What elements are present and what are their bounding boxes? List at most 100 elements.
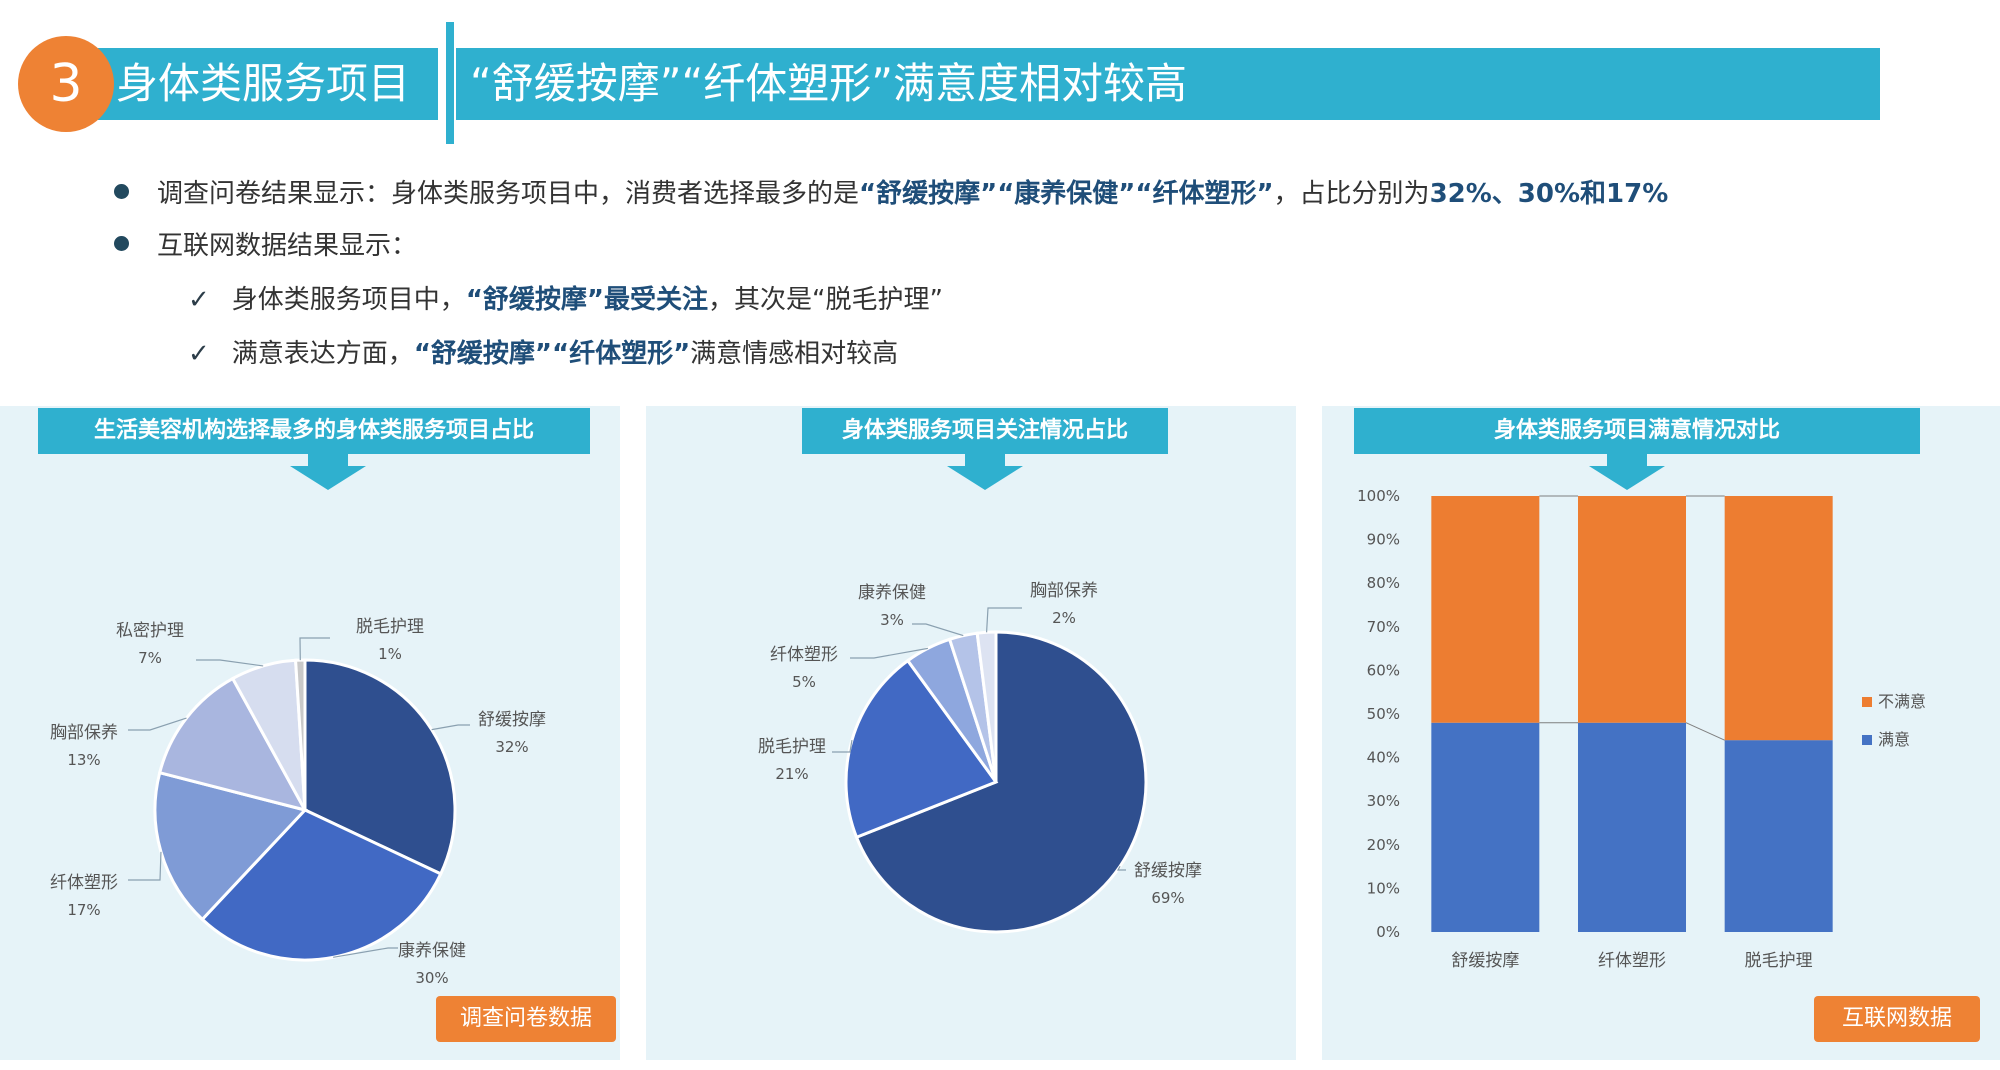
leader-line: [128, 717, 187, 731]
bar-segment-unsatisfied: [1578, 496, 1686, 723]
plain-text: ，占比分别为: [1273, 179, 1430, 209]
pie-chart-attention: 舒缓按摩 69% 脱毛护理 21% 纤体塑形 5% 康养保健 3% 胸部保养 2%: [758, 581, 1202, 934]
panel-middle-arrow-stem: [965, 454, 1005, 468]
down-arrow-icon: [290, 466, 366, 490]
x-tick-label: 脱毛护理: [1745, 951, 1813, 971]
leader-line: [431, 724, 470, 731]
header-divider: [446, 22, 454, 144]
pie-slice: [293, 658, 307, 811]
bullet-dot: [114, 184, 129, 199]
slice-label: 纤体塑形: [50, 873, 118, 893]
series-line: [1685, 722, 1725, 741]
slice-value-label: 2%: [1052, 609, 1076, 627]
leader-line: [985, 607, 1022, 633]
slice-label: 私密护理: [116, 621, 184, 641]
header-bar: [98, 48, 1880, 120]
y-tick-label: 40%: [1367, 749, 1400, 767]
pie-slice: [975, 630, 998, 783]
legend-label: 满意: [1878, 730, 1911, 749]
subbullet-attention: ✓ 身体类服务项目中，“舒缓按摩”最受关注，其次是“脱毛护理”: [188, 280, 943, 320]
checkmark-icon: ✓: [188, 285, 210, 315]
legend-swatch: [1862, 697, 1872, 707]
bullet-text: 调查问卷结果显示：身体类服务项目中，消费者选择最多的是“舒缓按摩”“康养保健”“…: [157, 179, 1668, 209]
pie-slice: [303, 658, 457, 876]
slice-value-label: 7%: [138, 649, 162, 667]
bullet-survey: 调查问卷结果显示：身体类服务项目中，消费者选择最多的是“舒缓按摩”“康养保健”“…: [114, 174, 1668, 214]
slice-label: 舒缓按摩: [478, 710, 546, 730]
bar-segment-satisfied: [1578, 722, 1686, 932]
bar-segment-unsatisfied: [1724, 496, 1833, 741]
plain-text: 满意情感相对较高: [690, 339, 899, 369]
panel-right-arrow-stem: [1607, 454, 1647, 468]
legend-swatch: [1862, 735, 1872, 745]
panel-left-arrow-stem: [308, 454, 348, 468]
slice-label: 胸部保养: [1030, 581, 1098, 601]
slice-label: 康养保健: [398, 941, 466, 961]
leader-line: [832, 740, 853, 753]
slice-value-label: 69%: [1151, 889, 1184, 907]
bullet-text: 互联网数据结果显示：: [157, 231, 417, 261]
emphasis-text: 32%、30%和17%: [1429, 179, 1669, 209]
legend-item-satisfied: 满意: [1862, 726, 1910, 750]
subbullet-text: 满意表达方面，“舒缓按摩”“纤体塑形”满意情感相对较高: [232, 339, 898, 369]
section-number-badge: 3: [18, 36, 114, 132]
leader-line: [912, 623, 964, 637]
pie-slice: [200, 808, 443, 962]
y-tick-label: 10%: [1367, 879, 1400, 897]
y-tick-label: 20%: [1367, 836, 1400, 854]
slice-label: 康养保健: [858, 583, 926, 603]
subbullet-text: 身体类服务项目中，“舒缓按摩”最受关注，其次是“脱毛护理”: [232, 285, 943, 315]
plain-text: ，其次是“脱毛护理”: [708, 285, 943, 315]
source-badge-survey: 调查问卷数据: [436, 996, 616, 1042]
emphasis-text: “舒缓按摩”“康养保健”“纤体塑形”: [859, 179, 1274, 209]
leader-line: [1116, 866, 1126, 871]
leader-line: [333, 947, 398, 958]
y-tick-label: 30%: [1367, 792, 1400, 810]
y-tick-label: 60%: [1367, 661, 1400, 679]
leader-line: [850, 647, 929, 659]
slice-label: 舒缓按摩: [1134, 861, 1202, 881]
y-tick-label: 100%: [1357, 487, 1400, 505]
stacked-bar-chart-satisfaction: 0% 10% 20% 30% 40% 50% 60% 70% 80% 90% 100% 舒缓按摩 纤体塑…: [1357, 487, 1833, 971]
leader-line: [196, 659, 264, 667]
emphasis-text: “舒缓按摩”“纤体塑形”: [413, 339, 691, 369]
x-tick-label: 纤体塑形: [1598, 951, 1666, 971]
leader-line: [299, 637, 330, 661]
plain-text: 身体类服务项目中，: [231, 285, 466, 315]
bullet-dot: [114, 236, 129, 251]
legend-label: 不满意: [1878, 692, 1927, 711]
slice-value-label: 3%: [880, 611, 904, 629]
bar-segment-satisfied: [1724, 740, 1833, 932]
y-tick-label: 0%: [1376, 923, 1400, 941]
plain-text: 互联网数据结果显示：: [157, 231, 418, 261]
slice-value-label: 13%: [67, 751, 100, 769]
panel-right-title: 身体类服务项目满意情况对比: [1354, 408, 1920, 454]
slice-label: 脱毛护理: [758, 737, 826, 757]
slice-value-label: 5%: [792, 673, 816, 691]
slice-value-label: 32%: [495, 738, 528, 756]
section-label: 身体类服务项目: [116, 59, 411, 108]
bar-segment-unsatisfied: [1431, 496, 1540, 723]
pie-chart-survey: 舒缓按摩 32% 康养保健 30% 纤体塑形 17% 胸部保养 13% 私密护理 7% 脱毛护理 1%: [50, 617, 546, 987]
slice-value-label: 17%: [67, 901, 100, 919]
plain-text: 调查问卷结果显示：身体类服务项目中，消费者选择最多的是: [157, 179, 860, 209]
emphasis-text: “舒缓按摩”最受关注: [465, 285, 708, 315]
slice-value-label: 1%: [378, 645, 402, 663]
y-tick-label: 90%: [1367, 531, 1400, 549]
panel-left-title: 生活美容机构选择最多的身体类服务项目占比: [38, 408, 590, 454]
bar-segment-satisfied: [1431, 722, 1540, 932]
subbullet-satisfaction: ✓ 满意表达方面，“舒缓按摩”“纤体塑形”满意情感相对较高: [188, 334, 898, 374]
x-tick-label: 舒缓按摩: [1451, 951, 1519, 971]
down-arrow-icon: [947, 466, 1023, 490]
slice-label: 纤体塑形: [770, 645, 838, 665]
checkmark-icon: ✓: [188, 339, 210, 369]
y-tick-label: 70%: [1367, 618, 1400, 636]
panel-middle-title: 身体类服务项目关注情况占比: [802, 408, 1168, 454]
slice-label: 脱毛护理: [356, 617, 424, 637]
y-tick-label: 50%: [1367, 705, 1400, 723]
slice-value-label: 30%: [415, 969, 448, 987]
down-arrow-icon: [1589, 466, 1665, 490]
slice-label: 胸部保养: [50, 723, 118, 743]
legend-item-unsatisfied: 不满意: [1862, 688, 1926, 712]
leader-line: [128, 851, 162, 881]
